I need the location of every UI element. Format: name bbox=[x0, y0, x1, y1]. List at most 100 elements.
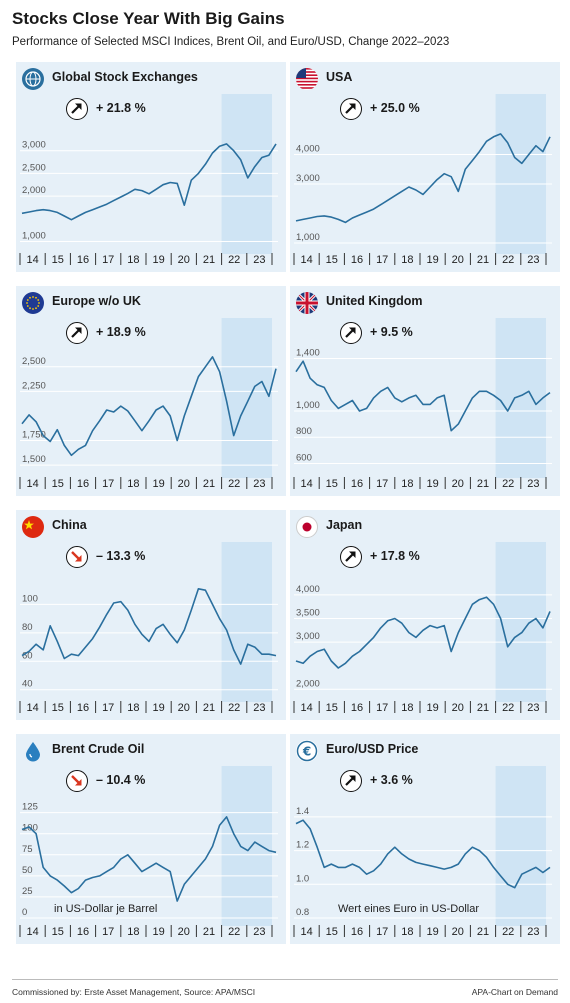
panel-header: United Kingdom bbox=[290, 286, 560, 316]
x-tick-label: 22 bbox=[228, 478, 240, 490]
x-tick-label: 14 bbox=[26, 478, 38, 490]
x-tick-label: 20 bbox=[178, 478, 190, 490]
line-chart: 600 800 1,000 1,400 14 15 16 17 18 19 20 21 22 23 bbox=[293, 318, 552, 490]
series-line bbox=[295, 133, 551, 224]
x-tick-label: 20 bbox=[452, 478, 464, 490]
x-tick-label: 14 bbox=[300, 702, 312, 714]
chart-panel: 40 60 80 100 14 15 16 17 18 19 20 21 22 23 China – 13.3… bbox=[16, 510, 286, 720]
line-chart: 40 60 80 100 14 15 16 17 18 19 20 21 22 23 bbox=[19, 542, 278, 714]
x-tick-label: 18 bbox=[401, 926, 413, 938]
china-flag-icon bbox=[22, 516, 44, 538]
x-tick-label: 16 bbox=[351, 702, 363, 714]
x-tick-label: 16 bbox=[77, 702, 89, 714]
svg-text:€: € bbox=[302, 745, 311, 759]
footer-divider bbox=[12, 979, 558, 980]
x-tick-label: 19 bbox=[426, 702, 438, 714]
arrow-down-right-icon bbox=[66, 770, 88, 792]
arrow-up-right-icon bbox=[66, 98, 88, 120]
x-tick-label: 22 bbox=[502, 702, 514, 714]
x-tick-label: 15 bbox=[52, 254, 64, 266]
x-tick-label: 14 bbox=[300, 926, 312, 938]
x-tick-label: 22 bbox=[228, 702, 240, 714]
y-tick-label: 2,250 bbox=[22, 380, 46, 391]
x-tick-label: 22 bbox=[502, 926, 514, 938]
series-line bbox=[21, 816, 277, 902]
x-tick-label: 15 bbox=[52, 702, 64, 714]
x-tick-label: 22 bbox=[228, 926, 240, 938]
page-title: Stocks Close Year With Big Gains bbox=[12, 9, 285, 28]
x-tick-label: 18 bbox=[127, 926, 139, 938]
highlight-2022-2023 bbox=[221, 318, 272, 478]
series-line bbox=[295, 819, 551, 889]
x-tick-label: 17 bbox=[376, 254, 388, 266]
line-chart: 1,000 2,000 2,500 3,000 14 15 16 17 18 19 20 21 22 23 bbox=[19, 94, 278, 266]
x-tick-label: 22 bbox=[502, 478, 514, 490]
arrow-down-right-icon bbox=[66, 546, 88, 568]
y-tick-label: 0.8 bbox=[296, 907, 309, 918]
x-tick-label: 16 bbox=[77, 478, 89, 490]
oil-drop-icon bbox=[22, 740, 44, 762]
page-subtitle: Performance of Selected MSCI Indices, Br… bbox=[12, 36, 450, 48]
chart-panel: 0 25 50 75 100 125 14 15 16 17 18 19 20 21 22 23 in US-D… bbox=[16, 734, 286, 944]
panel-header: € Euro/USD Price bbox=[290, 734, 560, 764]
x-tick-label: 23 bbox=[527, 926, 539, 938]
y-tick-label: 600 bbox=[296, 452, 312, 463]
y-tick-label: 1.0 bbox=[296, 873, 309, 884]
panel-title: Japan bbox=[326, 518, 363, 532]
panel-header: Brent Crude Oil bbox=[16, 734, 286, 764]
x-tick-label: 18 bbox=[401, 478, 413, 490]
y-tick-label: 25 bbox=[22, 886, 33, 897]
y-tick-label: 40 bbox=[22, 679, 33, 690]
panel-title: Brent Crude Oil bbox=[52, 742, 145, 756]
x-tick-label: 15 bbox=[52, 478, 64, 490]
y-tick-label: 2,000 bbox=[22, 185, 46, 196]
change-value: + 25.0 % bbox=[370, 101, 420, 115]
x-tick-label: 20 bbox=[452, 254, 464, 266]
y-tick-label: 1,750 bbox=[22, 430, 46, 441]
x-tick-label: 15 bbox=[52, 926, 64, 938]
x-tick-label: 21 bbox=[203, 702, 215, 714]
series-line bbox=[21, 143, 277, 221]
y-tick-label: 80 bbox=[22, 622, 33, 633]
series-line bbox=[21, 356, 277, 457]
highlight-2022-2023 bbox=[221, 766, 272, 926]
y-tick-label: 50 bbox=[22, 865, 33, 876]
x-tick-label: 14 bbox=[26, 702, 38, 714]
y-tick-label: 3,000 bbox=[22, 140, 46, 151]
x-tick-label: 19 bbox=[152, 702, 164, 714]
x-tick-label: 16 bbox=[77, 926, 89, 938]
x-tick-label: 17 bbox=[376, 702, 388, 714]
highlight-2022-2023 bbox=[495, 766, 546, 926]
y-tick-label: 4,000 bbox=[296, 584, 320, 595]
y-tick-label: 3,500 bbox=[296, 607, 320, 618]
change-value: + 3.6 % bbox=[370, 773, 413, 787]
x-tick-label: 23 bbox=[527, 254, 539, 266]
x-tick-label: 17 bbox=[102, 478, 114, 490]
x-tick-label: 14 bbox=[26, 926, 38, 938]
x-tick-label: 20 bbox=[178, 702, 190, 714]
y-tick-label: 1,500 bbox=[22, 454, 46, 465]
y-tick-label: 1,000 bbox=[296, 232, 320, 243]
panel-header: Japan bbox=[290, 510, 560, 540]
x-tick-label: 16 bbox=[351, 254, 363, 266]
x-tick-label: 23 bbox=[253, 926, 265, 938]
chart-panel: 2,000 3,000 3,500 4,000 14 15 16 17 18 19 20 21 22 23… bbox=[290, 510, 560, 720]
x-tick-label: 19 bbox=[152, 254, 164, 266]
x-tick-label: 20 bbox=[178, 254, 190, 266]
x-tick-label: 14 bbox=[300, 478, 312, 490]
change-value: – 13.3 % bbox=[96, 549, 146, 563]
highlight-2022-2023 bbox=[495, 318, 546, 478]
y-tick-label: 125 bbox=[22, 802, 38, 813]
x-tick-label: 23 bbox=[527, 478, 539, 490]
series-line bbox=[295, 596, 551, 669]
chart-panel: 1,000 2,000 2,500 3,000 14 15 16 17 18 19 20 21 22 23… bbox=[16, 62, 286, 272]
arrow-up-right-icon bbox=[340, 98, 362, 120]
x-tick-label: 18 bbox=[401, 702, 413, 714]
x-tick-label: 19 bbox=[426, 254, 438, 266]
x-tick-label: 16 bbox=[351, 478, 363, 490]
x-tick-label: 22 bbox=[502, 254, 514, 266]
y-tick-label: 800 bbox=[296, 426, 312, 437]
y-tick-label: 2,500 bbox=[22, 162, 46, 173]
x-tick-label: 19 bbox=[152, 478, 164, 490]
